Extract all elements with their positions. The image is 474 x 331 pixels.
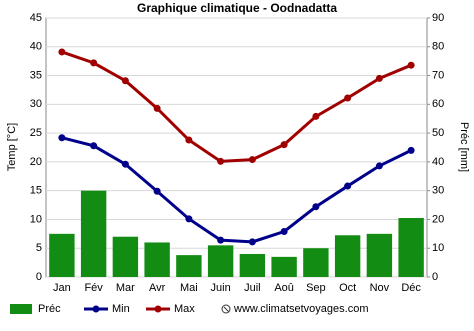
y2-tick-label: 0 xyxy=(432,271,438,283)
y2-tick-label: 30 xyxy=(432,185,444,197)
bar xyxy=(49,233,75,277)
legend-label: Min xyxy=(112,303,130,315)
legend-label: Préc xyxy=(38,303,61,315)
y2-tick-label: 50 xyxy=(432,127,444,139)
x-tick-label: Sep xyxy=(306,282,326,294)
marker xyxy=(217,236,225,244)
marker xyxy=(280,141,288,149)
marker xyxy=(344,182,352,190)
marker xyxy=(248,156,256,164)
bar xyxy=(112,236,139,277)
marker xyxy=(58,48,66,56)
y-axis-label: Temp [°C] xyxy=(6,123,18,171)
marker xyxy=(375,162,383,170)
marker xyxy=(344,94,352,102)
bar xyxy=(80,190,107,277)
marker xyxy=(248,238,256,246)
source-icon xyxy=(221,304,231,314)
x-tick-label: Mar xyxy=(116,282,135,294)
y2-tick-label: 60 xyxy=(432,98,444,110)
bar xyxy=(176,255,202,277)
marker xyxy=(90,142,98,150)
bar xyxy=(144,242,170,277)
x-tick-label: Fév xyxy=(84,282,103,294)
marker xyxy=(407,61,415,69)
marker xyxy=(280,228,288,236)
legend-label: Max xyxy=(174,303,195,315)
x-tick-label: Nov xyxy=(370,282,390,294)
x-tick-label: Oct xyxy=(339,282,356,294)
marker xyxy=(153,187,161,195)
y-tick-label: 45 xyxy=(30,12,42,24)
marker xyxy=(121,160,129,168)
x-tick-label: Juin xyxy=(211,282,231,294)
legend-swatch xyxy=(10,304,32,314)
y-tick-label: 30 xyxy=(30,98,42,110)
bar xyxy=(271,256,297,277)
x-tick-label: Mai xyxy=(180,282,198,294)
marker xyxy=(217,157,225,165)
x-tick-label: Aoû xyxy=(274,282,294,294)
x-tick-label: Avr xyxy=(149,282,166,294)
source: www.climatsetvoyages.com xyxy=(233,303,369,315)
bar xyxy=(366,233,393,277)
y-tick-label: 40 xyxy=(30,41,42,53)
marker xyxy=(312,112,320,120)
x-tick-label: Jan xyxy=(53,282,71,294)
legend-swatch xyxy=(92,305,100,313)
x-tick-label: Déc xyxy=(401,282,421,294)
y-tick-label: 20 xyxy=(30,156,42,168)
bar xyxy=(303,248,329,277)
marker xyxy=(407,146,415,154)
marker xyxy=(375,74,383,82)
bar xyxy=(207,245,234,277)
line xyxy=(61,50,412,163)
marker xyxy=(90,59,98,67)
y2-tick-label: 20 xyxy=(432,213,444,225)
marker xyxy=(58,134,66,142)
marker xyxy=(312,203,320,211)
bar xyxy=(398,218,424,277)
y2-axis-label: Préc [mm] xyxy=(458,122,470,172)
marker xyxy=(121,77,129,85)
y-tick-label: 25 xyxy=(30,127,42,139)
line xyxy=(61,136,412,244)
legend-swatch xyxy=(154,305,162,313)
marker xyxy=(185,215,193,223)
y2-tick-label: 10 xyxy=(432,242,444,254)
chart-title: Graphique climatique - Oodnadatta xyxy=(137,1,337,15)
y-tick-label: 5 xyxy=(36,242,42,254)
y2-tick-label: 90 xyxy=(432,12,444,24)
y2-tick-label: 40 xyxy=(432,156,444,168)
bar xyxy=(239,253,266,277)
marker xyxy=(185,136,193,144)
x-tick-label: Juil xyxy=(244,282,261,294)
y-tick-label: 10 xyxy=(30,213,42,225)
y-tick-label: 15 xyxy=(30,185,42,197)
y-tick-label: 35 xyxy=(30,69,42,81)
y-tick-label: 0 xyxy=(36,271,42,283)
bar xyxy=(334,235,361,277)
y2-tick-label: 80 xyxy=(432,41,444,53)
marker xyxy=(153,104,161,112)
y2-tick-label: 70 xyxy=(432,69,444,81)
